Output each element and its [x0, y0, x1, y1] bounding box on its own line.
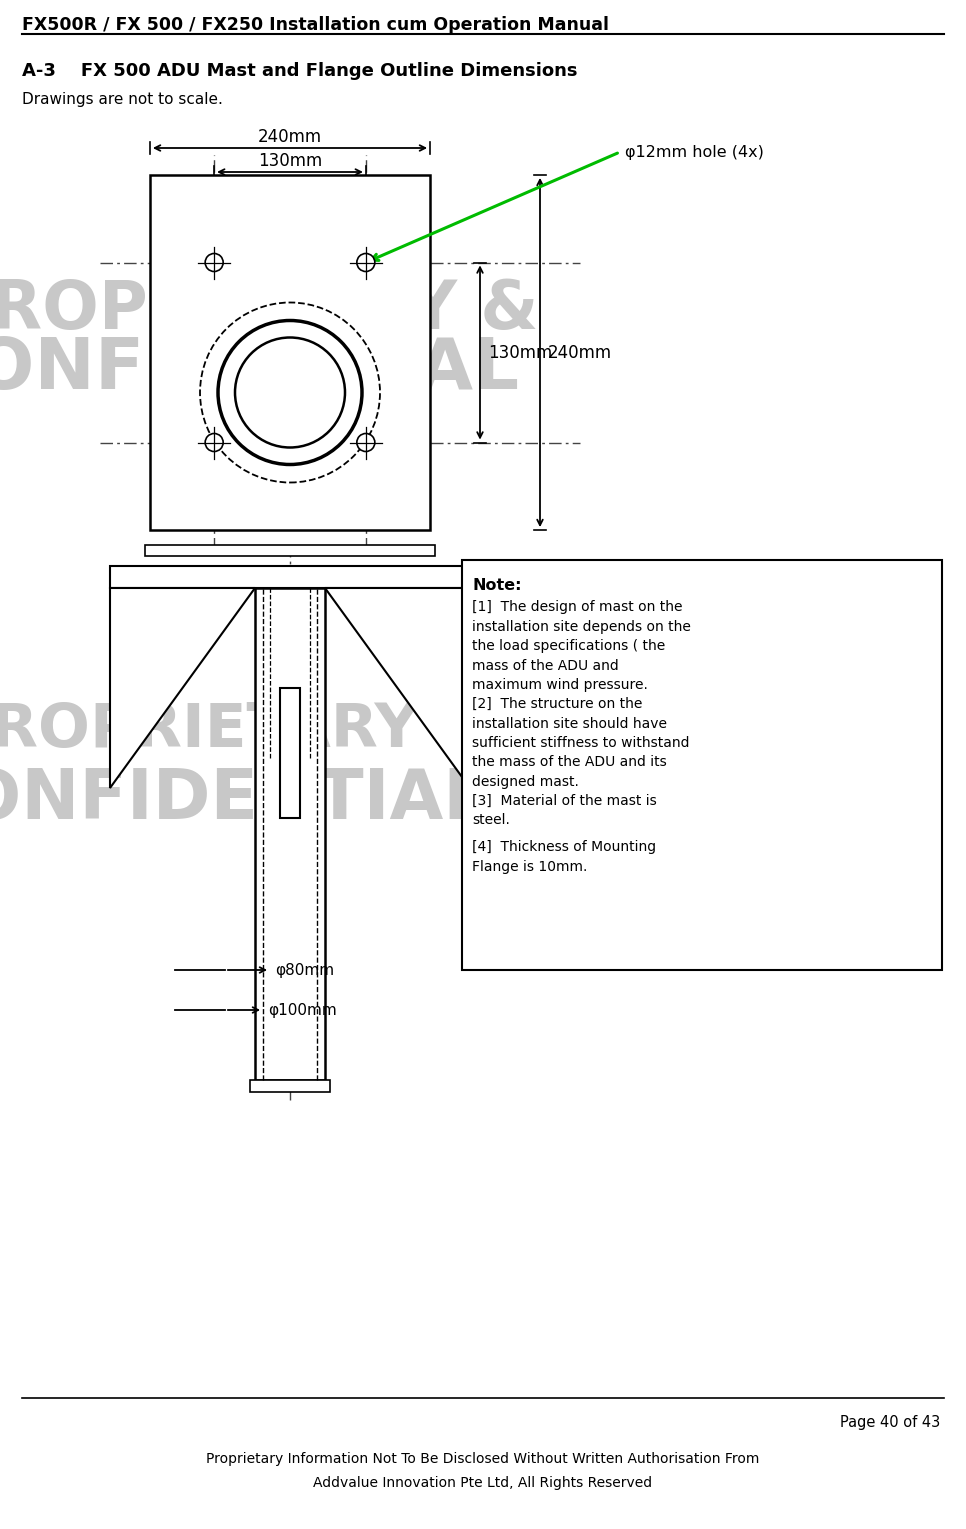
- Text: [1]  The design of mast on the
installation site depends on the
the load specifi: [1] The design of mast on the installati…: [472, 599, 691, 693]
- Text: Proprietary Information Not To Be Disclosed Without Written Authorisation From
A: Proprietary Information Not To Be Disclo…: [207, 1453, 759, 1489]
- Text: Drawings are not to scale.: Drawings are not to scale.: [22, 92, 223, 107]
- Text: Page 40 of 43: Page 40 of 43: [839, 1414, 940, 1430]
- Text: [3]  Material of the mast is
steel.: [3] Material of the mast is steel.: [472, 794, 657, 827]
- Bar: [145, 544, 435, 557]
- Circle shape: [235, 338, 345, 448]
- Text: [2]  The structure on the
installation site should have
sufficient stiffness to : [2] The structure on the installation si…: [472, 697, 690, 789]
- Text: 130mm: 130mm: [488, 344, 553, 361]
- Bar: [250, 1079, 330, 1092]
- Text: CONFIDENTIAL: CONFIDENTIAL: [0, 766, 488, 833]
- Text: φ100mm: φ100mm: [268, 1003, 337, 1017]
- Bar: [462, 560, 942, 969]
- Text: A-3    FX 500 ADU Mast and Flange Outline Dimensions: A-3 FX 500 ADU Mast and Flange Outline D…: [22, 63, 578, 80]
- Text: PROPRIETARY &: PROPRIETARY &: [0, 277, 538, 342]
- Text: Note:: Note:: [472, 578, 522, 593]
- Bar: [255, 589, 325, 1079]
- Text: 240mm: 240mm: [258, 128, 322, 145]
- Circle shape: [200, 303, 380, 483]
- Circle shape: [356, 434, 375, 451]
- Text: PROPRIETARY &: PROPRIETARY &: [0, 700, 494, 760]
- Text: [4]  Thickness of Mounting
Flange is 10mm.: [4] Thickness of Mounting Flange is 10mm…: [472, 839, 656, 873]
- Bar: [110, 566, 470, 589]
- Circle shape: [205, 254, 223, 272]
- Bar: [280, 688, 300, 818]
- Bar: [150, 174, 430, 531]
- Text: CONFIDENTIAL: CONFIDENTIAL: [0, 335, 520, 405]
- Polygon shape: [110, 589, 255, 787]
- Circle shape: [205, 434, 223, 451]
- Text: FX500R / FX 500 / FX250 Installation cum Operation Manual: FX500R / FX 500 / FX250 Installation cum…: [22, 15, 609, 34]
- Text: φ80mm: φ80mm: [275, 962, 334, 977]
- Polygon shape: [325, 589, 470, 787]
- Circle shape: [356, 254, 375, 272]
- Text: 240mm: 240mm: [548, 344, 612, 361]
- Text: 130mm: 130mm: [258, 151, 322, 170]
- Circle shape: [218, 321, 362, 465]
- Text: φ12mm hole (4x): φ12mm hole (4x): [625, 145, 764, 159]
